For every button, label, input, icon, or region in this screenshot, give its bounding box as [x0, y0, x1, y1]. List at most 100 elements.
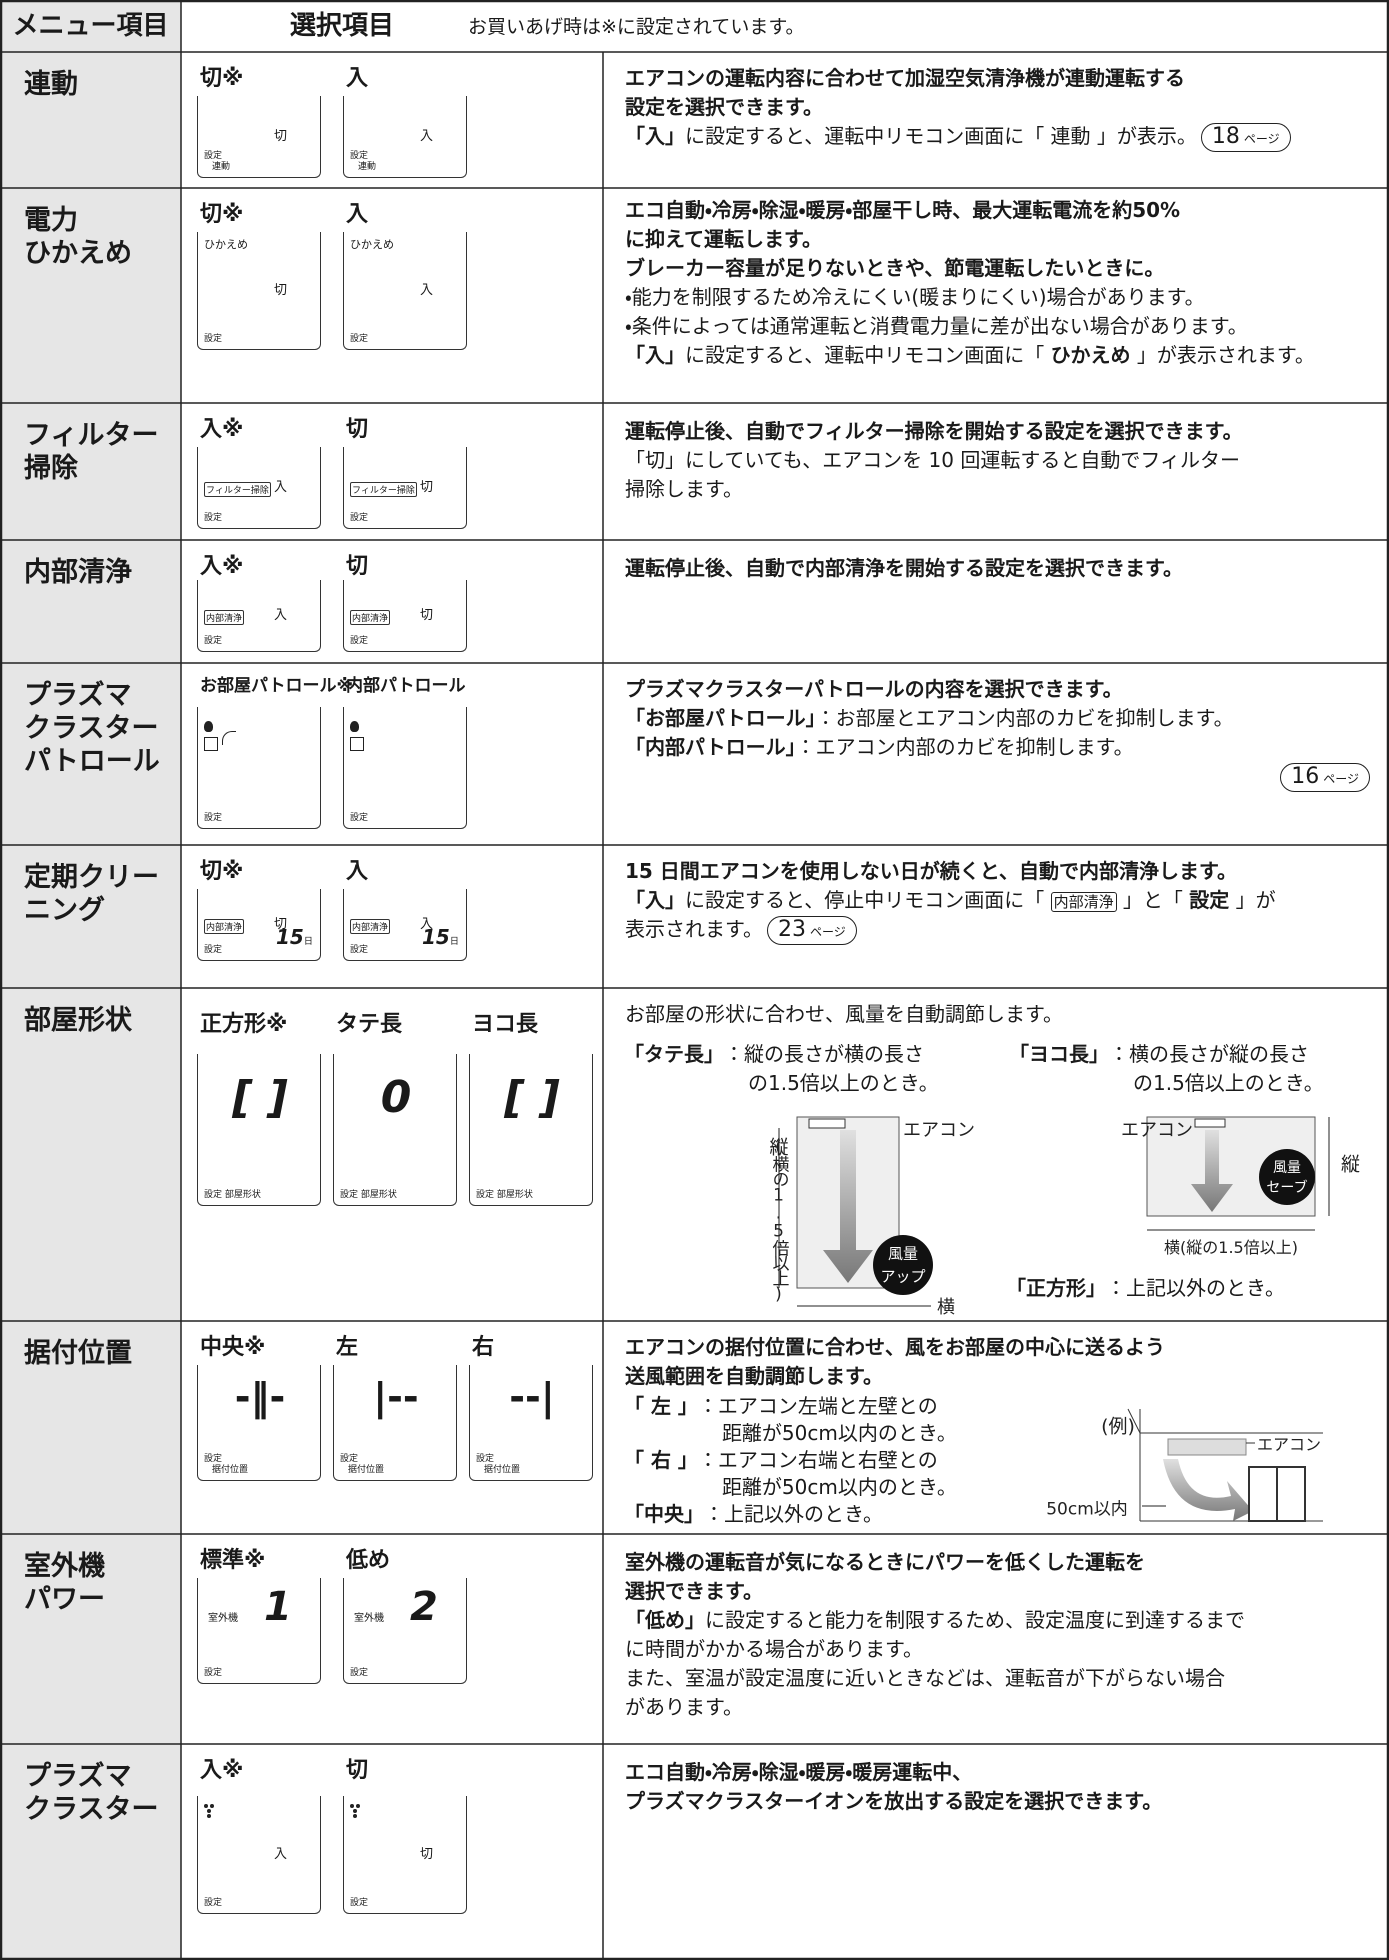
- page-number: 16: [1291, 764, 1320, 789]
- aircon: [1194, 1118, 1226, 1128]
- case-text: ：上記以外のとき。: [1106, 1274, 1285, 1303]
- screen-small: 連動: [212, 162, 231, 172]
- description-line: に抑えて運転します。: [625, 225, 822, 254]
- icon-drop: [204, 721, 213, 732]
- icon-dot: [353, 1814, 357, 1818]
- description-line: ・条件によっては通常運転と消費電力量に差が出ない場合があります。: [625, 314, 1248, 338]
- description-line: 16 ページ: [1276, 762, 1370, 792]
- description-line: 「入」に設定すると、運転中リモコン画面に「 ひかえめ 」が表示されます。: [625, 341, 1315, 370]
- diagram-label: 横: [937, 1297, 955, 1318]
- case-text: ：縦の長さが横の長さ の1.5倍以上のとき。: [724, 1040, 939, 1098]
- menu-item: 室外機: [24, 1551, 105, 1582]
- icon-dot: [207, 1809, 211, 1813]
- screen-digits: |--: [373, 1375, 419, 1419]
- case-line: ：エアコン右端と右壁との: [697, 1448, 938, 1472]
- screen-digits: 15日: [422, 925, 459, 949]
- case-line: ：縦の長さが横の長さ: [724, 1042, 924, 1066]
- bold-text: 「低め」: [625, 1608, 705, 1632]
- bold-text: 15 日間エアコンを使用しない日が続くと、自動で内部清浄します。: [625, 859, 1237, 883]
- screen-digits: -‖-: [234, 1375, 286, 1419]
- text: 」が表示されます。: [1130, 343, 1315, 367]
- description-line: エコ自動・冷房・除湿・暖房・暖房運転中、: [625, 1758, 972, 1787]
- menu-item: 据付位置: [24, 1338, 132, 1369]
- description-line: 「切」にしていても、エアコンを 10 回運転すると自動でフィルター: [625, 448, 1240, 472]
- remote-screen: --| 設定 据付位置: [469, 1365, 593, 1481]
- text: 」と「: [1116, 888, 1190, 912]
- screen-small: 設定: [350, 945, 369, 955]
- menu-item: 電力: [24, 205, 78, 236]
- option-label: 左: [336, 1335, 359, 1360]
- remote-screen: 室外機 2 設定: [343, 1578, 467, 1684]
- screen-small: 設定 部屋形状: [476, 1190, 533, 1200]
- screen-small: 設定: [204, 1668, 223, 1678]
- screen-label: 室外機: [208, 1613, 238, 1624]
- remote-screen: 内部清浄 切 15日 設定: [197, 889, 321, 961]
- menu-column-bg: [0, 0, 181, 1960]
- option-label: 入※: [200, 1758, 244, 1783]
- diagram-label: エアコン: [1121, 1120, 1193, 1141]
- bold-text: 運転停止後、自動で内部清浄を開始する設定を選択できます。: [625, 556, 1183, 580]
- bold-text: 設定: [1189, 888, 1230, 912]
- bold-text: 「入」: [625, 888, 685, 912]
- description-line: 運転停止後、自動でフィルター掃除を開始する設定を選択できます。: [625, 417, 1243, 446]
- screen-digits: 2: [410, 1584, 438, 1630]
- option-label: 低め: [346, 1548, 391, 1573]
- case-label: 「タテ長」: [624, 1042, 724, 1066]
- case-label: 「 左 」: [624, 1394, 698, 1418]
- menu-item: 内部清浄: [24, 557, 132, 588]
- bold-text: 送風範囲を自動調節します。: [625, 1364, 883, 1388]
- airflow-badge: [873, 1235, 933, 1295]
- remote-screen: [ ] 設定 部屋形状: [197, 1054, 321, 1206]
- menu-item: 掃除: [24, 453, 78, 484]
- page-unit: ページ: [1323, 772, 1359, 786]
- remote-screen: ひかえめ切設定: [197, 232, 321, 350]
- screen-digits: 1: [264, 1584, 292, 1630]
- screen-small: 設定: [204, 513, 223, 523]
- description-line: エアコンの運転内容に合わせて加湿空気清浄機が連動運転する: [625, 64, 1185, 93]
- case-line: 距離が50cm以内のとき。: [721, 1475, 957, 1499]
- description-line: 「入」に設定すると、停止中リモコン画面に「 内部清浄 」と「 設定 」が: [625, 886, 1276, 915]
- case: 「 左 」：エアコン左端と左壁との 距離が50cm以内のとき。: [624, 1393, 957, 1447]
- airflow-arrow: [1191, 1130, 1233, 1212]
- remote-screen: 切設定 連動: [197, 96, 321, 178]
- screen-value: 入: [274, 1847, 288, 1862]
- case: 「タテ長」 ：縦の長さが横の長さ の1.5倍以上のとき。: [624, 1040, 939, 1098]
- case-label: 「正方形」: [1006, 1276, 1106, 1300]
- screen-tag: 内部清浄: [350, 919, 391, 934]
- option-label: 入※: [200, 554, 244, 579]
- page-ref: 18 ページ: [1200, 123, 1291, 152]
- bold-text: に抑えて運転します。: [625, 227, 822, 251]
- screen-value: 入: [420, 129, 434, 144]
- remote-screen: 設定: [343, 707, 467, 829]
- text: に設定すると、運転中リモコン画面に「: [685, 343, 1051, 367]
- diagram-label: 風量: [887, 1244, 919, 1263]
- option-label: 切: [346, 1758, 369, 1783]
- description-line: 「お部屋パトロール」：お部屋とエアコン内部のカビを抑制します。: [625, 704, 1234, 733]
- page-number: 23: [778, 917, 806, 942]
- case: 「正方形」 ：上記以外のとき。: [1006, 1274, 1285, 1303]
- screen-small: 設定 部屋形状: [204, 1190, 261, 1200]
- case-text: ：エアコン右端と右壁との距離が50cm以内のとき。: [698, 1447, 957, 1501]
- bold-text: エアコンの運転内容に合わせて加湿空気清浄機が連動運転する: [625, 66, 1185, 90]
- screen-small: 据付位置: [348, 1465, 385, 1475]
- bold-text: エアコンの据付位置に合わせ、風をお部屋の中心に送るよう: [625, 1335, 1165, 1359]
- menu-item: プラズマ: [24, 680, 132, 711]
- screen-unit: 日: [449, 937, 459, 947]
- screen-tag: 内部清浄: [350, 610, 391, 625]
- remote-screen: 内部清浄 入設定: [197, 580, 321, 652]
- diagram-label: 50cm以内: [1046, 1499, 1128, 1520]
- page-number: 18: [1211, 124, 1240, 149]
- header-options: 選択項目: [290, 11, 395, 41]
- bold-text: プラズマクラスターイオンを放出する設定を選択できます。: [625, 1789, 1163, 1813]
- diagram-label: 風量: [1273, 1160, 1301, 1176]
- diagram-label: (例): [1101, 1415, 1135, 1438]
- text: に設定すると、停止中リモコン画面に「: [685, 888, 1051, 912]
- description-line: 選択できます。: [625, 1577, 763, 1606]
- screen-value: 入: [420, 283, 434, 298]
- airflow-badge: [1259, 1149, 1315, 1205]
- bold-text: 「お部屋パトロール」: [625, 706, 816, 730]
- case: 「中央」 ：上記以外のとき。: [624, 1501, 883, 1528]
- menu-item: 定期クリー: [24, 862, 159, 893]
- diagram-label: セーブ: [1266, 1180, 1308, 1196]
